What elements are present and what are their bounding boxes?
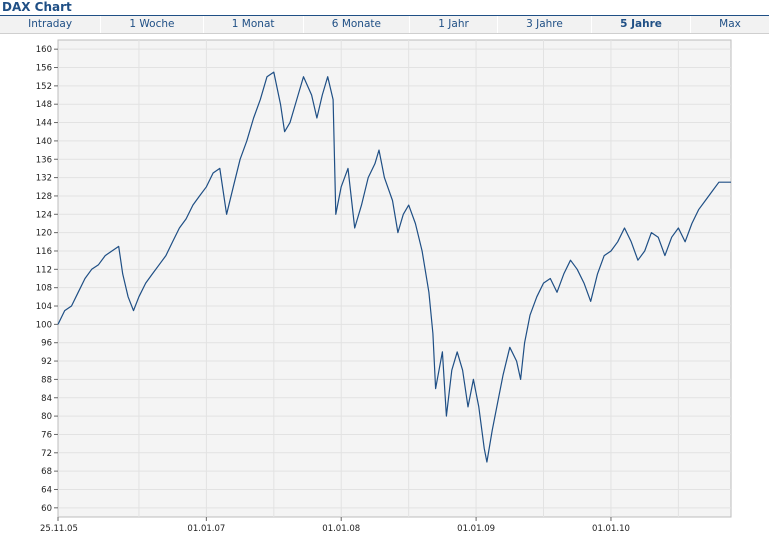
y-tick-label: 136 bbox=[36, 155, 52, 165]
y-tick-label: 108 bbox=[36, 284, 52, 294]
x-tick-label: 01.01.08 bbox=[322, 524, 360, 534]
x-tick-label: 01.01.09 bbox=[457, 524, 495, 534]
dax-line-chart: 60 64 68 72 76 80 84 88 92 96 100 104 108 112 116 120 12… bbox=[36, 39, 732, 534]
y-tick-label: 112 bbox=[36, 265, 52, 275]
tab-6-monate[interactable]: 6 Monate bbox=[304, 16, 411, 33]
tab-max[interactable]: Max bbox=[719, 18, 741, 30]
x-tick-label: 01.01.10 bbox=[592, 524, 630, 534]
y-tick-label: 72 bbox=[41, 449, 52, 459]
y-tick-label: 140 bbox=[36, 137, 52, 147]
x-tick-label: 25.11.05 bbox=[40, 524, 78, 534]
plot-background bbox=[57, 39, 732, 518]
y-tick-label: 96 bbox=[41, 339, 52, 349]
tab-5-jahre[interactable]: 5 Jahre bbox=[592, 16, 692, 33]
y-tick-label: 68 bbox=[41, 467, 52, 477]
y-tick-label: 156 bbox=[36, 64, 52, 74]
y-tick-label: 148 bbox=[36, 100, 52, 110]
tab-1-jahr[interactable]: 1 Jahr bbox=[410, 16, 498, 33]
tab-intraday[interactable]: Intraday bbox=[0, 16, 102, 33]
period-tabs: Intraday 1 Woche 1 Monat 6 Monate 1 Jahr… bbox=[0, 16, 769, 34]
y-tick-label: 104 bbox=[36, 302, 52, 312]
y-tick-label: 116 bbox=[36, 247, 52, 257]
chart-area: 60 64 68 72 76 80 84 88 92 96 100 104 108 112 116 120 12… bbox=[0, 34, 769, 547]
y-tick-label: 128 bbox=[36, 192, 52, 202]
y-tick-label: 132 bbox=[36, 174, 52, 184]
y-tick-label: 124 bbox=[36, 210, 52, 220]
y-tick-label: 152 bbox=[36, 82, 52, 92]
x-tick-label: 01.01.07 bbox=[187, 524, 225, 534]
title-divider bbox=[0, 15, 769, 16]
page-title: DAX Chart bbox=[2, 0, 72, 14]
y-tick-label: 160 bbox=[36, 45, 52, 55]
y-tick-label: 76 bbox=[41, 430, 52, 440]
tab-3-jahre[interactable]: 3 Jahre bbox=[498, 16, 592, 33]
y-tick-label: 64 bbox=[41, 485, 52, 495]
series-line bbox=[57, 71, 731, 463]
y-tick-label: 60 bbox=[41, 504, 52, 514]
y-tick-label: 120 bbox=[36, 229, 52, 239]
tab-1-monat[interactable]: 1 Monat bbox=[204, 16, 304, 33]
y-tick-label: 144 bbox=[36, 119, 52, 129]
y-tick-label: 100 bbox=[36, 320, 52, 330]
y-tick-label: 88 bbox=[41, 375, 52, 385]
y-tick-label: 80 bbox=[41, 412, 52, 422]
tab-1-woche[interactable]: 1 Woche bbox=[101, 16, 204, 33]
y-tick-label: 84 bbox=[41, 394, 52, 404]
y-tick-label: 92 bbox=[41, 357, 52, 367]
